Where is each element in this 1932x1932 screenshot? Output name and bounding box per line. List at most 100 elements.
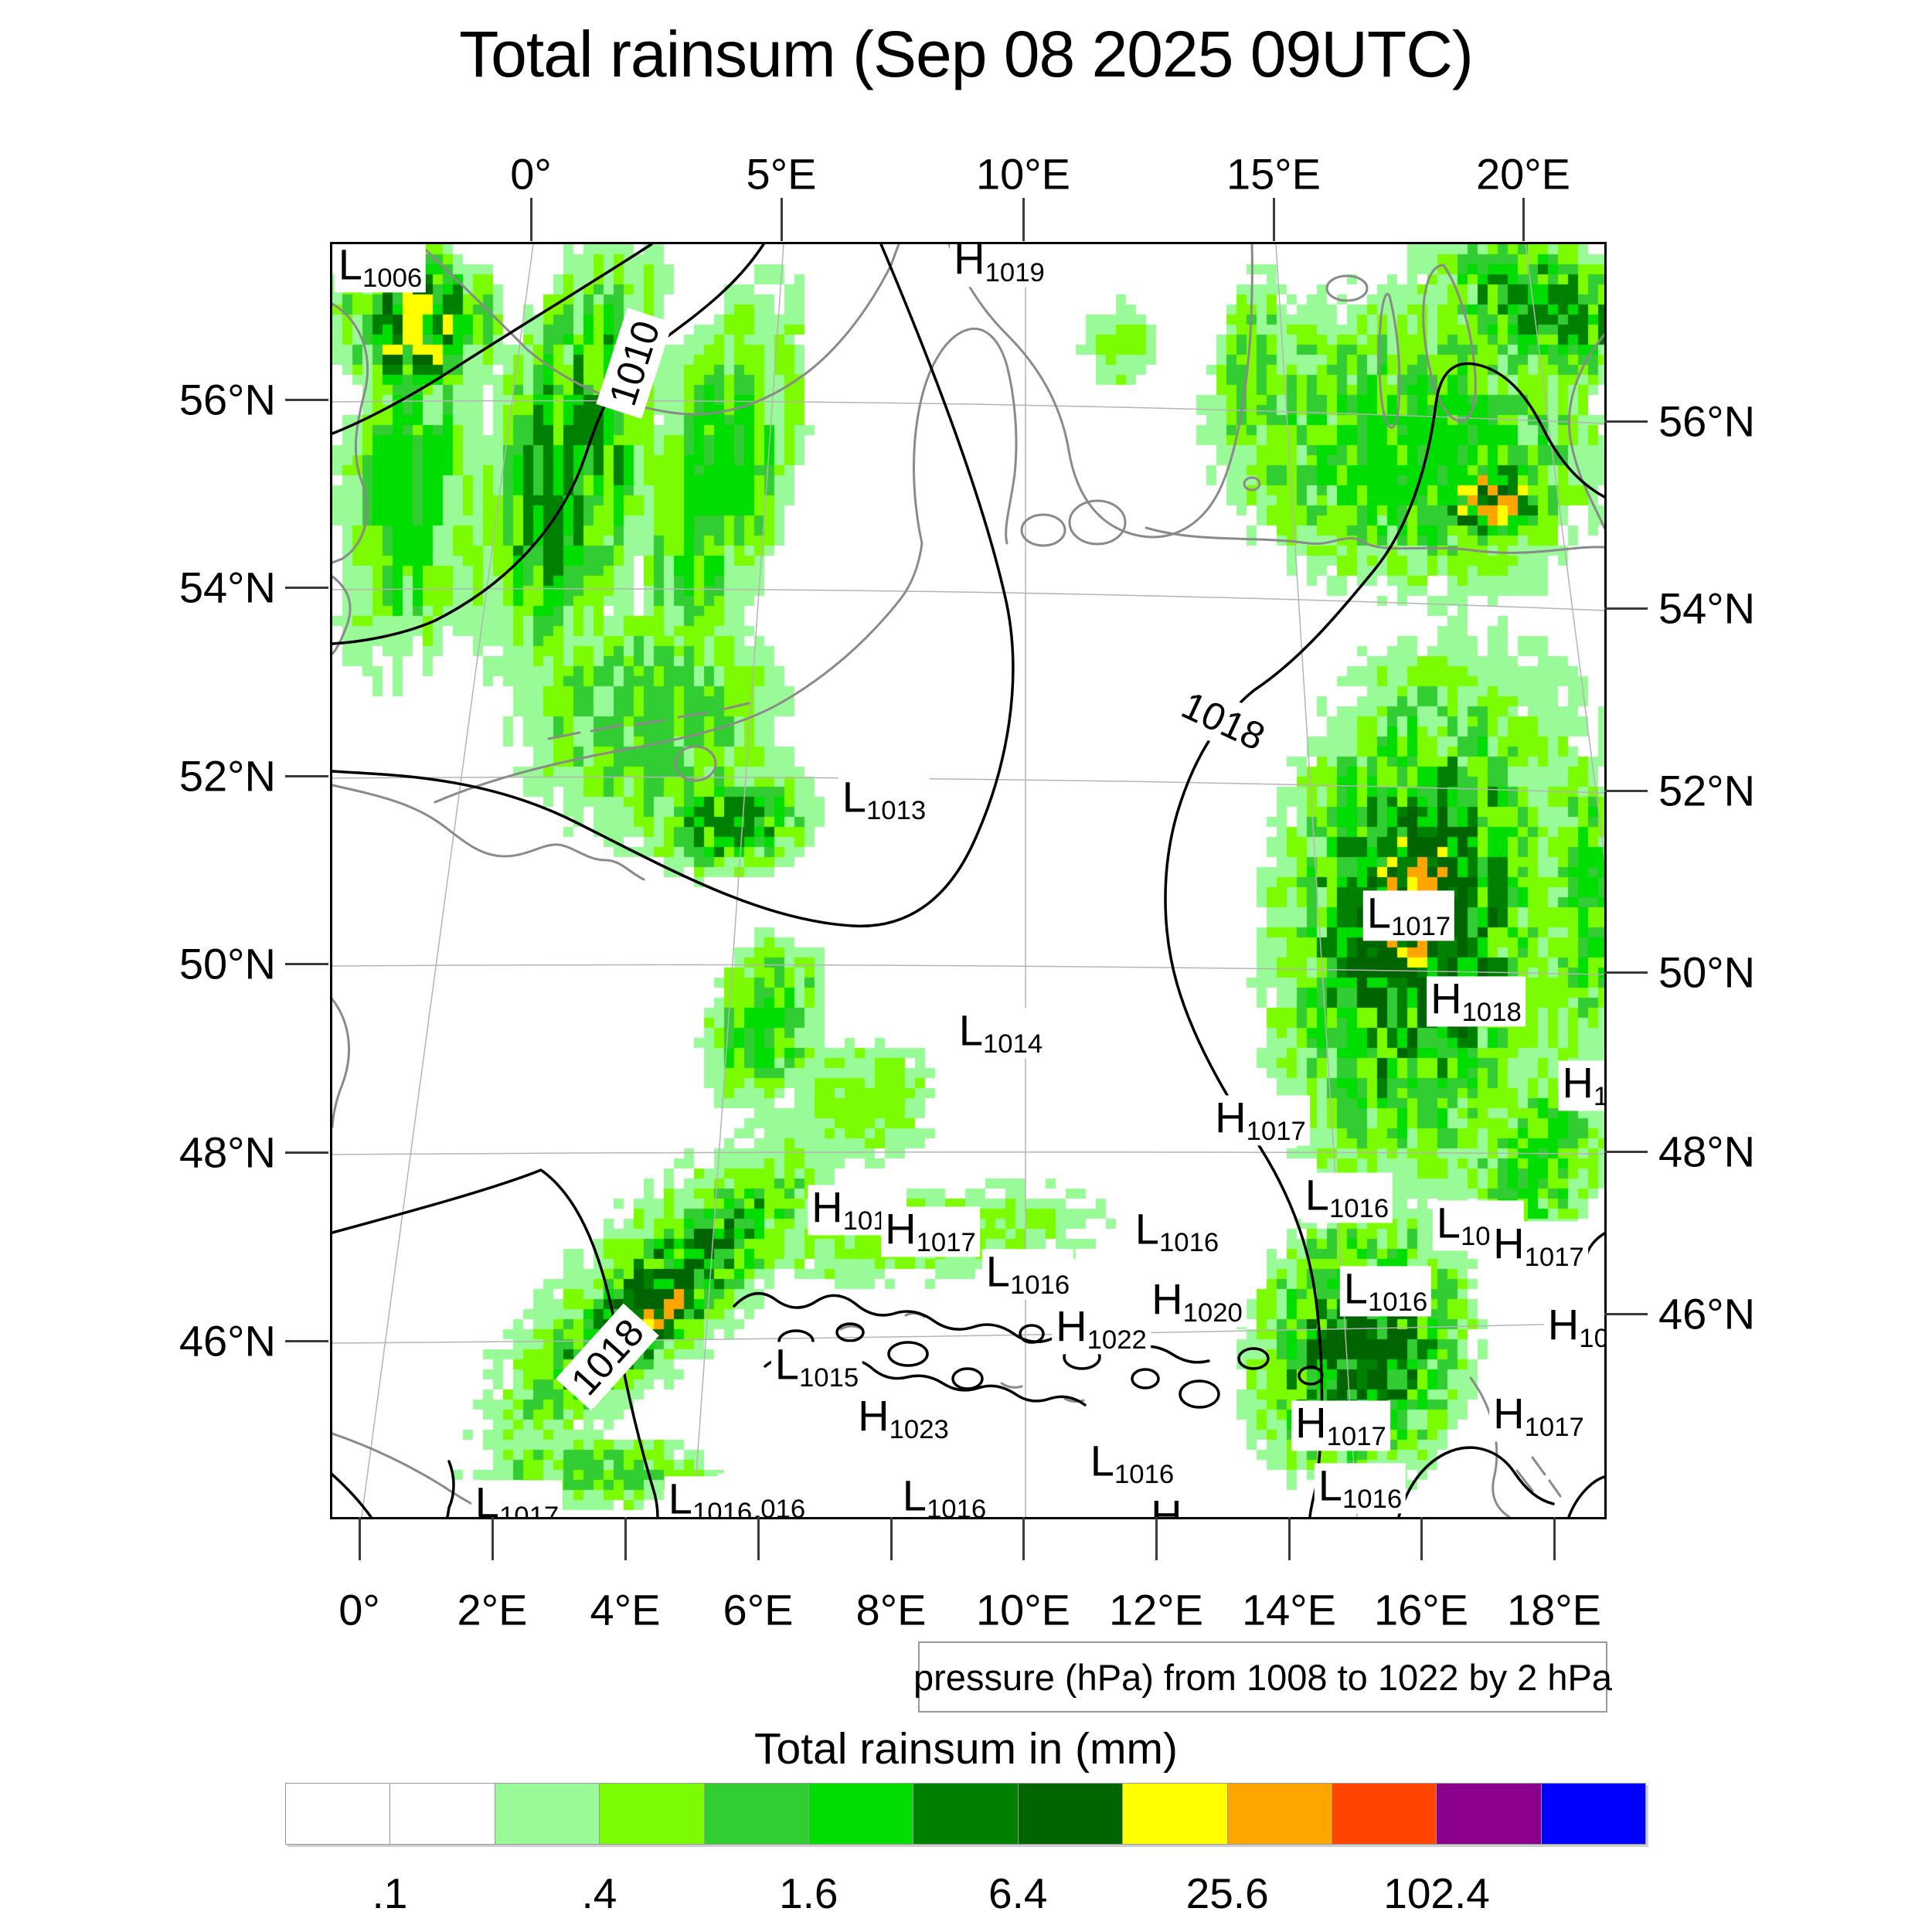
colorbar-tick-label: .4 xyxy=(581,1869,617,1917)
pressure-value: 1017 xyxy=(1246,1117,1306,1147)
map-overlays xyxy=(332,244,1604,1517)
pressure-label-h1017: H1017 xyxy=(1211,1094,1310,1147)
pressure-value: 1017 xyxy=(1182,1515,1242,1517)
pressure-value: 1016 xyxy=(1009,1270,1070,1301)
pressure-label-l1016: L1016 xyxy=(1339,1265,1432,1318)
pressure-value: 1018 xyxy=(1461,998,1522,1028)
axis-tick-bottom xyxy=(1022,1517,1025,1560)
axis-label-top: 15°E xyxy=(1226,149,1321,199)
pressure-contours xyxy=(332,244,1604,1517)
pressure-label-h1018: H1018 xyxy=(1427,975,1526,1028)
pressure-value: 1019 xyxy=(985,258,1045,288)
weather-map: L1006 H1019 L1013 L1014 L1017 H1018 H10 H1017 H1… xyxy=(330,242,1607,1519)
pressure-label-h10: H10 xyxy=(1558,1060,1604,1111)
pressure-label-h1020: H1020 xyxy=(1148,1276,1247,1328)
pressure-value: 1017 xyxy=(498,1502,560,1519)
axis-tick-right xyxy=(1604,1150,1648,1153)
axis-tick-bottom xyxy=(358,1517,361,1560)
pressure-label-l1016: L1016 xyxy=(898,1472,991,1517)
pressure-label-l1016: L1016 xyxy=(1314,1462,1406,1515)
pressure-value: 1013 xyxy=(866,796,927,826)
axis-label-bottom: 12°E xyxy=(1108,1585,1204,1634)
axis-tick-bottom xyxy=(1553,1517,1556,1560)
pressure-value: 1016 xyxy=(1342,1485,1403,1515)
pressure-label-l1017: L1017 xyxy=(1362,889,1455,941)
pressure-label-h101: H101 xyxy=(1543,1301,1604,1354)
axis-tick-left xyxy=(285,774,328,777)
pressure-label-l1013: L1013 xyxy=(838,774,930,825)
pressure-value: 10 xyxy=(1594,1082,1604,1111)
graticule xyxy=(332,244,1604,1517)
pressure-label-l1016: L1016 xyxy=(1086,1437,1179,1489)
pressure-value: 1020 xyxy=(1182,1298,1243,1328)
colorbar-swatch xyxy=(600,1784,705,1844)
axis-tick-left xyxy=(285,1151,328,1154)
pressure-label-h1017: H1017 xyxy=(881,1206,980,1257)
pressure-label-l1016: L1016 xyxy=(981,1248,1074,1301)
axis-label-left: 56°N xyxy=(179,375,276,424)
axis-label-bottom: 16°E xyxy=(1373,1585,1469,1634)
axis-label-right: 56°N xyxy=(1658,396,1756,446)
axis-tick-bottom xyxy=(1155,1517,1158,1560)
axis-tick-top xyxy=(1522,198,1525,241)
pressure-value: 1015 xyxy=(798,1363,859,1393)
axis-label-bottom: 0° xyxy=(338,1585,380,1634)
pressure-label-h1017: H1017 xyxy=(1147,1492,1246,1517)
pressure-value: 1017 xyxy=(916,1228,976,1258)
axis-tick-right xyxy=(1604,420,1648,423)
pressure-label-h1017: H1017 xyxy=(1291,1400,1390,1451)
axis-label-right: 52°N xyxy=(1658,766,1756,815)
pressure-label-l1015: L1015 xyxy=(770,1341,863,1393)
axis-label-top: 5°E xyxy=(746,149,817,199)
axis-label-left: 54°N xyxy=(179,563,276,612)
axis-label-right: 50°N xyxy=(1658,947,1756,997)
colorbar-swatch xyxy=(704,1784,809,1844)
axis-tick-right xyxy=(1604,607,1648,610)
pressure-value: 1006 xyxy=(362,264,423,294)
axis-tick-left xyxy=(285,1339,328,1342)
pressure-value: 1022 xyxy=(1087,1325,1147,1355)
axis-tick-left xyxy=(285,586,328,589)
axis-label-left: 52°N xyxy=(179,751,276,801)
colorbar-tick-label: 102.4 xyxy=(1383,1869,1490,1917)
colorbar-swatch xyxy=(808,1784,914,1844)
pressure-label-h1022: H1022 xyxy=(1052,1303,1151,1355)
pressure-value: 1017 xyxy=(1524,1413,1584,1443)
page-title: Total rainsum (Sep 08 2025 09UTC) xyxy=(459,18,1474,90)
axis-label-top: 20°E xyxy=(1475,149,1571,199)
colorbar-swatch xyxy=(1541,1784,1646,1844)
axis-label-top: 0° xyxy=(510,149,552,199)
colorbar-swatch xyxy=(1018,1784,1124,1844)
axis-tick-top xyxy=(1272,198,1275,241)
pressure-label-l1016: L1016 xyxy=(1131,1206,1223,1257)
colorbar-swatch xyxy=(390,1784,495,1844)
colorbar-swatch xyxy=(1332,1784,1437,1844)
pressure-value: 1016 xyxy=(692,1498,753,1519)
pressure-label-l1016: L1016 xyxy=(1301,1172,1393,1223)
colorbar xyxy=(285,1783,1646,1845)
colorbar-tick-label: 1.6 xyxy=(779,1869,838,1917)
axis-label-bottom: 14°E xyxy=(1241,1585,1337,1634)
axis-tick-left xyxy=(285,398,328,401)
pressure-legend: pressure (hPa) from 1008 to 1022 by 2 hP… xyxy=(913,1641,1612,1713)
pressure-value: 1014 xyxy=(982,1029,1043,1060)
axis-tick-right xyxy=(1604,1312,1648,1315)
pressure-value: 101 xyxy=(1579,1324,1604,1354)
axis-tick-top xyxy=(529,198,532,241)
colorbar-title: Total rainsum in (mm) xyxy=(754,1724,1178,1774)
pressure-value: 1016 xyxy=(1367,1287,1428,1318)
axis-tick-bottom xyxy=(757,1517,760,1560)
colorbar-swatch xyxy=(495,1784,600,1844)
coastlines xyxy=(332,244,1604,1517)
axis-label-left: 46°N xyxy=(179,1316,276,1366)
pressure-label-h1017: H1017 xyxy=(1489,1390,1588,1443)
pressure-value: 1016 xyxy=(1158,1228,1219,1258)
axis-label-right: 54°N xyxy=(1658,583,1756,633)
pressure-value: 1017 xyxy=(1326,1422,1386,1452)
axis-tick-bottom xyxy=(624,1517,627,1560)
colorbar-swatch xyxy=(1123,1784,1228,1844)
axis-label-right: 48°N xyxy=(1658,1127,1756,1176)
pressure-value: 1017 xyxy=(1524,1243,1584,1273)
axis-label-bottom: 18°E xyxy=(1506,1585,1602,1634)
